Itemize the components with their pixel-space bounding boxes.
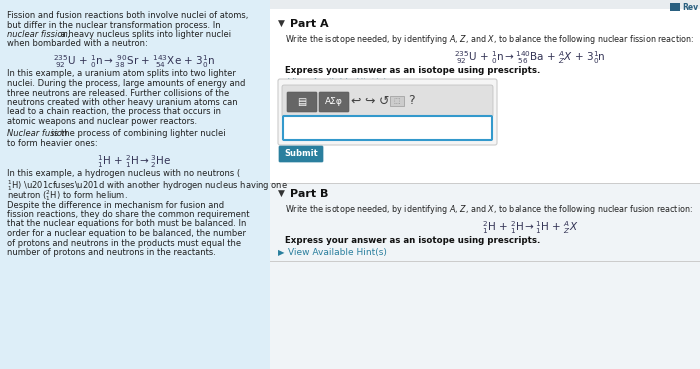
Text: ΑΣφ: ΑΣφ	[325, 97, 343, 107]
Text: nuclei. During the process, large amounts of energy and: nuclei. During the process, large amount…	[7, 79, 246, 88]
Text: a heavy nucleus splits into lighter nuclei: a heavy nucleus splits into lighter nucl…	[58, 30, 231, 39]
Text: Rev: Rev	[682, 3, 698, 11]
Text: $^{1}_{1}$H + $^{2}_{1}$H$\rightarrow$$^{3}_{2}$He: $^{1}_{1}$H + $^{2}_{1}$H$\rightarrow$$^…	[97, 153, 172, 170]
Text: Nuclear fusion: Nuclear fusion	[7, 130, 67, 138]
FancyBboxPatch shape	[287, 92, 317, 112]
Text: fission reactions, they do share the common requirement: fission reactions, they do share the com…	[7, 210, 249, 219]
Text: ▼: ▼	[278, 19, 285, 28]
Text: $^{235}_{\ 92}$U + $^{1}_{0}$n$\rightarrow$$^{\ 90}_{38}$Sr + $^{143}_{\ 54}$Xe : $^{235}_{\ 92}$U + $^{1}_{0}$n$\rightarr…	[53, 54, 215, 70]
Text: ▶: ▶	[278, 248, 284, 257]
Bar	[670, 3, 680, 11]
Text: View Available Hint(s): View Available Hint(s)	[288, 78, 387, 87]
Text: nuclear fission,: nuclear fission,	[7, 30, 71, 39]
Text: ▶: ▶	[278, 78, 284, 87]
Text: $^{2}_{1}$H + $^{2}_{1}$H$\rightarrow$$^{1}_{1}$H + $^{A}_{Z}X$: $^{2}_{1}$H + $^{2}_{1}$H$\rightarrow$$^…	[482, 219, 578, 236]
Text: Write the isotope needed, by identifying $A$, $Z$, and $X$, to balance the follo: Write the isotope needed, by identifying…	[285, 203, 693, 216]
Bar	[270, 183, 700, 184]
Text: ▤: ▤	[298, 97, 307, 107]
Text: Express your answer as an isotope using prescripts.: Express your answer as an isotope using …	[285, 66, 540, 75]
Text: In this example, a hydrogen nucleus with no neutrons (: In this example, a hydrogen nucleus with…	[7, 169, 240, 178]
Text: atomic weapons and nuclear power reactors.: atomic weapons and nuclear power reactor…	[7, 117, 197, 126]
Text: is the process of combining lighter nuclei: is the process of combining lighter nucl…	[49, 130, 225, 138]
Bar	[270, 261, 700, 262]
Bar	[270, 184, 700, 369]
Text: ↩: ↩	[351, 94, 361, 107]
Text: $^{1}_{1}$H) \u201cfuses\u201d with another hydrogen nucleus having one: $^{1}_{1}$H) \u201cfuses\u201d with anot…	[7, 179, 288, 193]
Text: neutron ($^{2}_{1}$H) to form helium.: neutron ($^{2}_{1}$H) to form helium.	[7, 188, 128, 203]
Text: but differ in the nuclear transformation process. In: but differ in the nuclear transformation…	[7, 21, 220, 30]
Text: Write the isotope needed, by identifying $A$, $Z$, and $X$, to balance the follo: Write the isotope needed, by identifying…	[285, 33, 694, 46]
Text: to form heavier ones:: to form heavier ones:	[7, 139, 97, 148]
Text: View Available Hint(s): View Available Hint(s)	[288, 248, 387, 257]
Text: of protons and neutrons in the products must equal the: of protons and neutrons in the products …	[7, 238, 241, 248]
Text: In this example, a uranium atom splits into two lighter: In this example, a uranium atom splits i…	[7, 69, 236, 79]
Text: number of protons and neutrons in the reactants.: number of protons and neutrons in the re…	[7, 248, 216, 257]
Text: ↪: ↪	[365, 94, 375, 107]
Text: neutrons created with other heavy uranium atoms can: neutrons created with other heavy uraniu…	[7, 98, 237, 107]
Text: that the nuclear equations for both must be balanced. In: that the nuclear equations for both must…	[7, 220, 246, 228]
Text: when bombarded with a neutron:: when bombarded with a neutron:	[7, 39, 148, 48]
Bar	[0, 0, 270, 369]
FancyBboxPatch shape	[283, 116, 492, 140]
Text: ↺: ↺	[379, 94, 389, 107]
Bar	[270, 0, 700, 9]
Text: Fission and fusion reactions both involve nuclei of atoms,: Fission and fusion reactions both involv…	[7, 11, 248, 20]
FancyBboxPatch shape	[278, 79, 497, 145]
FancyBboxPatch shape	[279, 146, 323, 162]
Text: three neutrons are released. Further collisions of the: three neutrons are released. Further col…	[7, 89, 230, 97]
Text: order for a nuclear equation to be balanced, the number: order for a nuclear equation to be balan…	[7, 229, 246, 238]
Text: ?: ?	[407, 94, 414, 107]
FancyBboxPatch shape	[319, 92, 349, 112]
Text: Despite the difference in mechanism for fusion and: Despite the difference in mechanism for …	[7, 200, 224, 210]
Text: Part A: Part A	[290, 19, 328, 29]
FancyBboxPatch shape	[282, 85, 493, 117]
Text: lead to a chain reaction, the process that occurs in: lead to a chain reaction, the process th…	[7, 107, 221, 117]
Text: ▼: ▼	[278, 189, 285, 198]
Text: ⬚: ⬚	[393, 98, 400, 104]
Text: $^{235}_{\ 92}$U + $^{1}_{0}$n$\rightarrow$$^{140}_{\ 56}$Ba + $^{A}_{Z}X$ + 3$^: $^{235}_{\ 92}$U + $^{1}_{0}$n$\rightarr…	[454, 49, 606, 66]
Text: Part B: Part B	[290, 189, 328, 199]
Text: Submit: Submit	[284, 149, 318, 159]
Text: Express your answer as an isotope using prescripts.: Express your answer as an isotope using …	[285, 236, 540, 245]
Bar	[390, 96, 404, 106]
Bar	[270, 0, 700, 369]
